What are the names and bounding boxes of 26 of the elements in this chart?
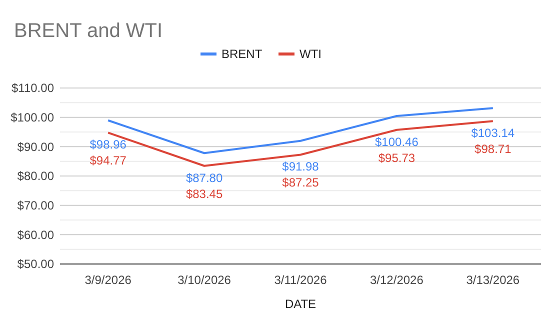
y-tick-label: $80.00 xyxy=(17,169,54,184)
data-label: $94.77 xyxy=(90,154,127,168)
legend-label: BRENT xyxy=(222,47,263,61)
x-tick-label: 3/11/2026 xyxy=(274,273,328,287)
data-label: $100.46 xyxy=(375,134,419,149)
x-tick-label: 3/10/2026 xyxy=(178,273,232,287)
data-label: $87.80 xyxy=(186,170,223,185)
x-tick-label: 3/13/2026 xyxy=(466,273,520,287)
y-tick-label: $100.00 xyxy=(10,110,54,125)
data-label: $87.25 xyxy=(282,176,320,190)
data-label: $95.73 xyxy=(378,150,416,165)
y-tick-label: $70.00 xyxy=(17,198,54,213)
data-label: $98.71 xyxy=(474,142,512,156)
y-tick-label: $60.00 xyxy=(17,228,54,242)
y-tick-label: $110.00 xyxy=(12,81,54,96)
y-tick-label: $50.00 xyxy=(17,257,54,272)
x-tick-label: 3/9/2026 xyxy=(84,273,132,287)
x-axis-title: DATE xyxy=(284,297,316,311)
data-label: $103.14 xyxy=(471,126,515,140)
y-tick-label: $90.00 xyxy=(17,140,54,154)
data-label: $98.96 xyxy=(90,138,127,152)
data-label: $83.45 xyxy=(186,186,223,201)
data-label: $91.98 xyxy=(282,160,320,174)
chart-title: BRENT and WTI xyxy=(14,20,163,42)
legend-label: WTI xyxy=(300,47,322,61)
x-tick-label: 3/12/2026 xyxy=(370,273,424,287)
